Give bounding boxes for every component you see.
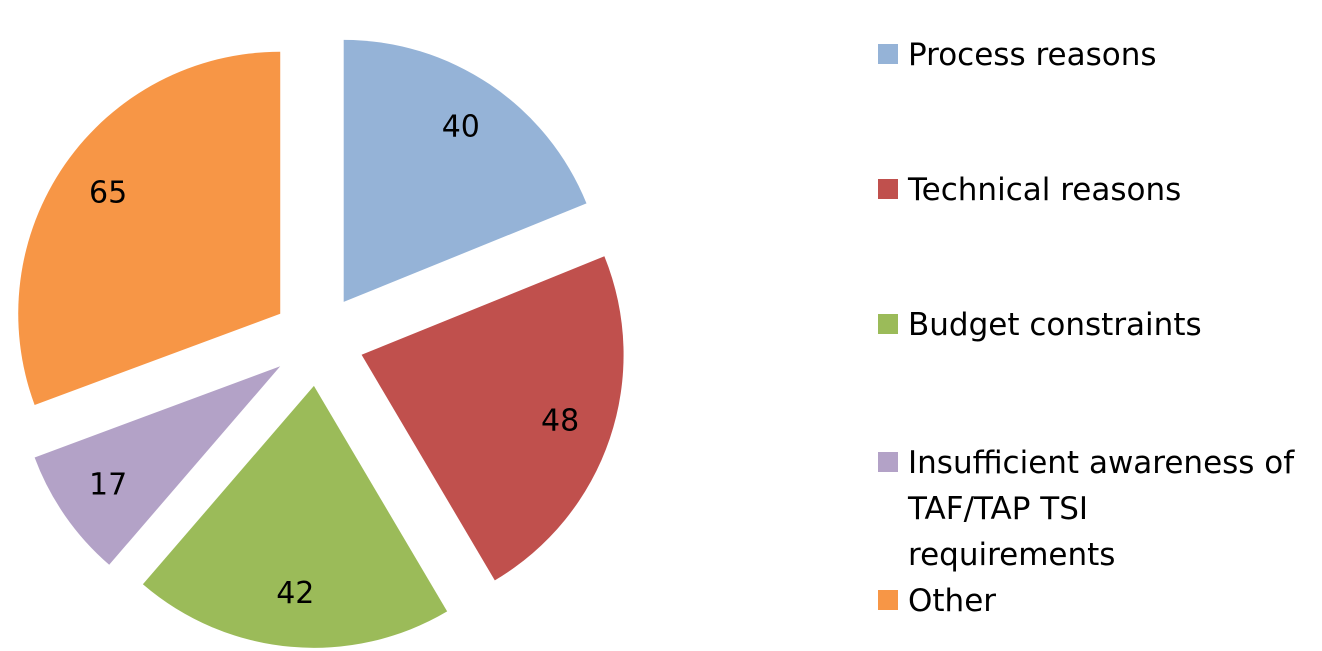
pie: 40 48 42 17 65	[18, 39, 624, 648]
legend-item: Insufficient awareness of TAF/TAP TSI re…	[878, 440, 1298, 578]
legend-label: Other	[908, 583, 997, 619]
pie-slice	[34, 366, 281, 565]
pie-slice	[361, 256, 624, 581]
legend-item: Technical reasons	[878, 167, 1298, 213]
data-label: 65	[89, 176, 127, 211]
legend-swatch	[878, 44, 898, 64]
legend-item: Other	[878, 578, 1298, 624]
legend-swatch	[878, 314, 898, 334]
data-label: 40	[442, 110, 480, 145]
data-label: 42	[276, 576, 314, 611]
legend-label: Process reasons	[908, 37, 1157, 73]
data-label: 17	[89, 467, 127, 502]
legend-item: Budget constraints	[878, 302, 1298, 348]
legend-label: Insufficient awareness of TAF/TAP TSI re…	[908, 445, 1295, 573]
pie-slice	[18, 51, 281, 405]
data-label: 48	[541, 403, 579, 438]
legend-swatch	[878, 590, 898, 610]
pie-slice	[343, 39, 587, 302]
legend-swatch	[878, 179, 898, 199]
legend-swatch	[878, 452, 898, 472]
pie-slice	[142, 385, 448, 648]
legend-label: Budget constraints	[908, 307, 1202, 343]
legend-label: Technical reasons	[908, 172, 1182, 208]
legend-item: Process reasons	[878, 32, 1298, 78]
